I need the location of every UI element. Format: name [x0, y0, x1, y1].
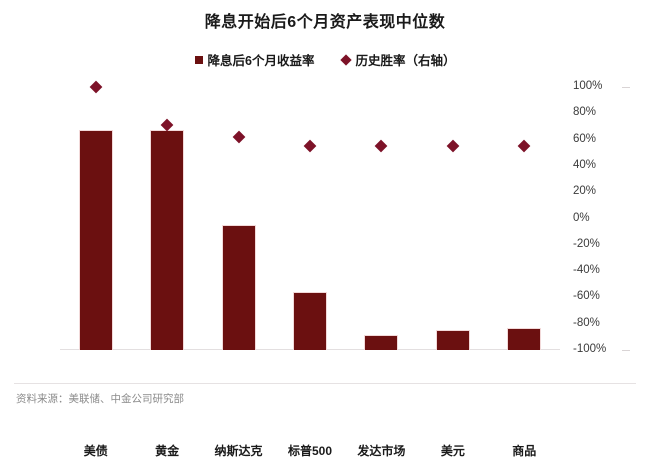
legend-item-returns[interactable]: 降息后6个月收益率	[194, 50, 315, 69]
y-tick-right: 0%	[573, 211, 590, 224]
bar-发达市场[interactable]	[364, 335, 399, 350]
legend-item-winrate[interactable]: 历史胜率（右轴）	[340, 50, 456, 69]
bar-黄金[interactable]	[150, 129, 185, 350]
footer-divider	[14, 383, 636, 384]
x-label-美债: 美债	[83, 444, 108, 458]
chart-legend: 降息后6个月收益率 历史胜率（右轴）	[0, 50, 650, 69]
y-tick-right: -100%	[573, 343, 607, 355]
x-label-标普500: 标普500	[287, 444, 333, 458]
chart-container: 降息开始后6个月资产表现中位数 降息后6个月收益率 历史胜率（右轴） 8%7%6…	[0, 14, 650, 458]
bar-纳斯达克[interactable]	[221, 225, 256, 350]
legend-label-returns: 降息后6个月收益率	[207, 54, 315, 68]
x-label-发达市场: 发达市场	[357, 444, 406, 458]
y-tick-right: -20%	[573, 237, 600, 250]
y-tick-dash-right	[622, 350, 630, 351]
bar-商品[interactable]	[507, 327, 542, 350]
y-tick-right: 80%	[573, 106, 597, 119]
bar-标普500[interactable]	[293, 292, 327, 350]
y-tick-dash-right	[622, 87, 630, 88]
legend-label-winrate: 历史胜率（右轴）	[355, 54, 456, 68]
y-tick-right: 60%	[573, 132, 597, 145]
y-tick-right: 40%	[573, 158, 597, 171]
plot-area: 8%7%6%5%4%3%2%1%0% 100%80%60%40%20%0%-20…	[60, 80, 630, 458]
y-tick-right: -40%	[573, 264, 600, 277]
y-tick-right: -80%	[573, 316, 600, 329]
bar-美债[interactable]	[78, 129, 113, 350]
y-tick-right: 20%	[573, 185, 597, 198]
y-tick-right: -60%	[573, 290, 600, 303]
diamond-marker-icon	[340, 53, 353, 66]
x-label-纳斯达克: 纳斯达克	[214, 444, 263, 458]
x-label-黄金: 黄金	[155, 444, 180, 458]
x-label-商品: 商品	[512, 444, 537, 458]
source-note: 资料来源：美联储、中金公司研究部	[16, 393, 184, 405]
chart-title: 降息开始后6个月资产表现中位数	[204, 14, 446, 31]
x-label-美元: 美元	[440, 444, 465, 458]
square-marker-icon	[194, 55, 203, 64]
y-tick-right: 100%	[573, 80, 603, 92]
bar-美元[interactable]	[435, 330, 470, 350]
